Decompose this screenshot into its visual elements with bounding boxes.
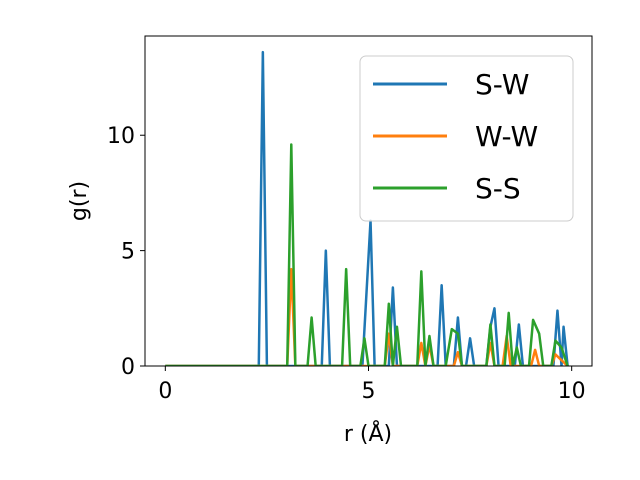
legend: S-W W-W S-S [359,55,574,222]
x-axis: 0 5 10 [158,366,586,404]
series-layer [165,50,569,366]
y-tick-label: 10 [107,124,135,149]
series-line-s-s [165,143,569,366]
series-line-s-w [165,50,569,366]
x-tick-label: 10 [558,379,586,404]
x-tick-label: 0 [158,379,172,404]
y-axis: 0 5 10 [107,124,145,380]
x-axis-label: r (Å) [344,420,392,447]
legend-box [359,55,574,222]
y-axis-label: g(r) [67,181,92,221]
y-tick-label: 5 [121,240,135,265]
x-tick-label: 5 [362,379,376,404]
legend-label-s-w: S-W [475,68,529,101]
legend-label-s-s: S-S [475,172,521,205]
legend-label-w-w: W-W [475,120,538,153]
y-tick-label: 0 [121,355,135,380]
plot-area [165,50,569,366]
